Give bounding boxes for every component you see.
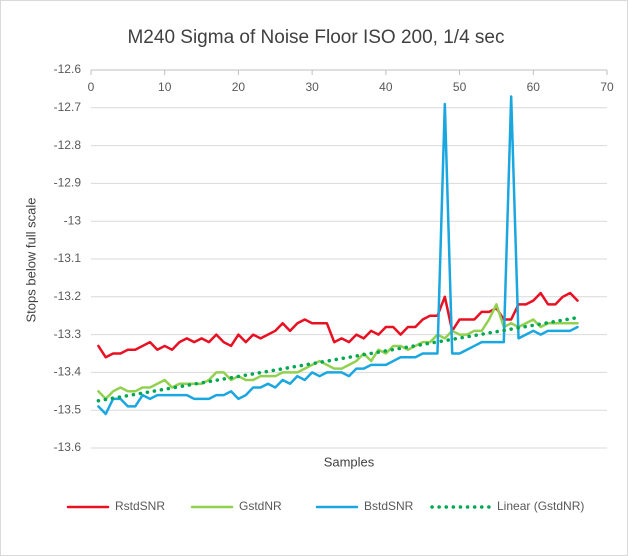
x-tick-label: 60 [527,80,541,94]
legend-label: RstdSNR [115,499,165,513]
legend-label: Linear (GstdNR) [497,499,584,513]
y-tick-label: -13.6 [54,440,82,454]
y-tick-label: -13 [64,213,82,227]
series-line [97,95,579,416]
chart-title: M240 Sigma of Noise Floor ISO 200, 1/4 s… [127,27,504,48]
legend-label: BstdSNR [364,499,414,513]
y-tick-label: -13.5 [54,402,82,416]
y-tick-label: -12.7 [54,100,82,114]
legend-label: GstdNR [239,499,282,513]
x-tick-label: 30 [305,80,319,94]
x-tick-label: 0 [88,80,95,94]
series-line [97,303,579,401]
y-tick-label: -12.9 [54,176,82,190]
x-tick-label: 70 [600,80,614,94]
x-axis-label: Samples [324,454,375,469]
x-tick-label: 40 [379,80,393,94]
y-tick-label: -13.4 [54,365,82,379]
x-tick-label: 50 [453,80,467,94]
y-tick-label: -12.8 [54,138,82,152]
series-line [96,315,580,403]
y-tick-label: -13.1 [54,251,82,265]
y-tick-label: -13.3 [54,327,82,341]
y-axis-label: Stops below full scale [23,197,38,322]
x-tick-label: 20 [232,80,246,94]
y-tick-label: -13.2 [54,289,82,303]
y-tick-label: -12.6 [54,62,82,76]
x-tick-label: 10 [158,80,172,94]
